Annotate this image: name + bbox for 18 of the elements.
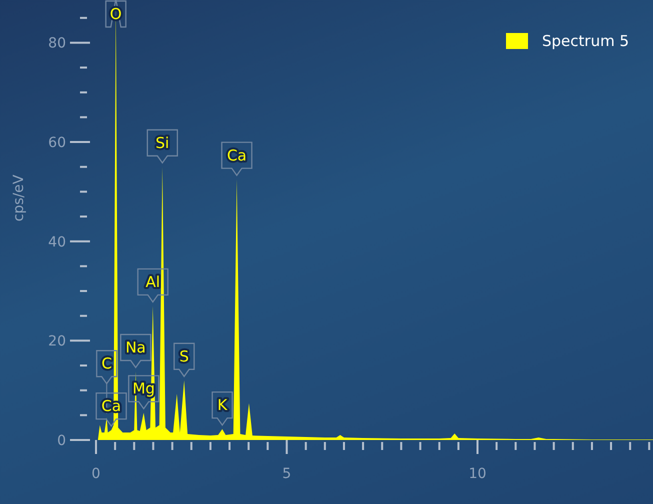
annotation: Al bbox=[146, 272, 160, 291]
x-tick-label: 0 bbox=[92, 466, 100, 482]
annotation: C bbox=[101, 354, 112, 373]
y-tick-label: 0 bbox=[57, 433, 66, 449]
annotation: Na bbox=[125, 338, 146, 356]
y-tick-label: 20 bbox=[48, 334, 66, 350]
legend-label: Spectrum 5 bbox=[542, 32, 629, 50]
x-tick-label: 10 bbox=[468, 466, 486, 482]
annotation: S bbox=[179, 347, 189, 366]
x-tick-label: 5 bbox=[282, 466, 292, 482]
y-tick-label: 60 bbox=[48, 135, 66, 152]
y-tick-label: 80 bbox=[48, 36, 66, 52]
annotation: O bbox=[110, 5, 122, 23]
y-tick-label: 40 bbox=[48, 234, 66, 250]
annotation: Ca bbox=[226, 146, 247, 164]
y-axis-title: cps/eV bbox=[10, 174, 27, 222]
annotation: K bbox=[217, 396, 228, 414]
annotation: Si bbox=[156, 134, 170, 152]
